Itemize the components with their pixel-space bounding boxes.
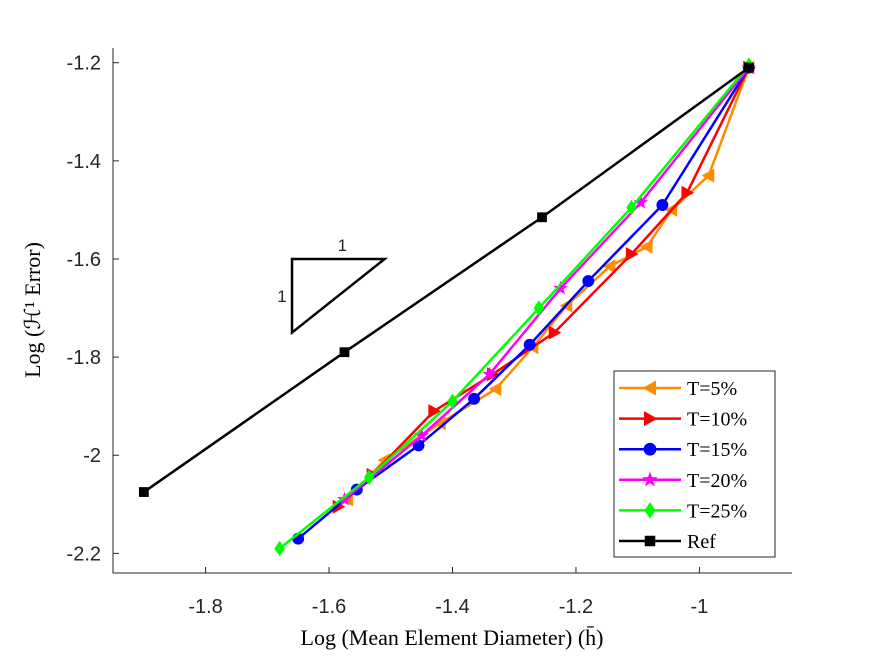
x-tick-label: -1.8 bbox=[188, 596, 222, 618]
slope-run-label: 1 bbox=[338, 236, 347, 255]
legend-label: Ref bbox=[687, 531, 716, 553]
y-tick-label: -1.6 bbox=[67, 249, 101, 271]
x-tick-label: -1 bbox=[691, 596, 709, 618]
y-tick-label: -1.8 bbox=[67, 347, 101, 369]
slope-triangle: 11 bbox=[277, 236, 389, 336]
marker-square bbox=[537, 212, 547, 223]
y-tick-label: -1.4 bbox=[67, 151, 101, 173]
x-tick-label: -1.6 bbox=[312, 596, 346, 618]
legend-item: T=25% bbox=[619, 500, 747, 522]
series-line bbox=[278, 64, 750, 550]
series-t-25- bbox=[274, 57, 755, 557]
marker-circle bbox=[468, 392, 481, 405]
marker-square bbox=[138, 487, 149, 497]
marker-triangle-left bbox=[639, 239, 653, 254]
marker-circle bbox=[412, 439, 425, 452]
marker-triangle-left bbox=[642, 380, 656, 396]
series-line bbox=[143, 66, 750, 494]
legend-item: T=15% bbox=[619, 439, 747, 461]
x-tick-label: -1.4 bbox=[435, 596, 469, 618]
series-ref bbox=[138, 62, 754, 497]
legend-label: T=20% bbox=[687, 470, 747, 492]
y-tick-label: -2.2 bbox=[67, 543, 101, 565]
marker-square bbox=[339, 347, 350, 358]
marker-circle bbox=[643, 442, 657, 456]
x-ticks: -1.8 -1.6 -1.4 -1.2 -1 bbox=[188, 567, 708, 618]
slope-triangle-shape bbox=[290, 257, 389, 336]
legend-item: T=10% bbox=[619, 409, 747, 431]
marker-diamond bbox=[644, 502, 656, 519]
marker-triangle-right bbox=[428, 404, 441, 419]
marker-triangle-right bbox=[681, 185, 695, 200]
y-axis-label: Log (ℋ¹ Error) bbox=[20, 242, 45, 378]
marker-triangle-right bbox=[548, 325, 562, 340]
marker-diamond bbox=[447, 393, 458, 409]
legend-item: Ref bbox=[619, 531, 716, 553]
legend-box bbox=[613, 370, 776, 558]
legend-item: T=20% bbox=[619, 470, 747, 492]
y-ticks: -1.2 -1.4 -1.6 -1.8 -2 -2.2 bbox=[67, 53, 119, 565]
x-axis-label: Log (Mean Element Diameter) (h̄) bbox=[301, 625, 604, 650]
x-tick-label: -1.2 bbox=[559, 596, 593, 618]
series-line bbox=[343, 66, 750, 501]
marker-triangle-right bbox=[644, 411, 658, 427]
marker-star bbox=[633, 194, 649, 209]
marker-circle bbox=[523, 338, 536, 351]
legend-label: T=15% bbox=[687, 439, 747, 461]
legend-label: T=5% bbox=[687, 378, 737, 400]
marker-triangle-right bbox=[625, 247, 639, 262]
marker-star bbox=[553, 280, 568, 295]
legend: T=5% T=10% T=15% T=20% T=25% Ref bbox=[613, 370, 776, 558]
marker-star bbox=[414, 427, 429, 442]
marker-triangle-left bbox=[701, 168, 715, 183]
marker-diamond bbox=[274, 540, 285, 557]
marker-square bbox=[743, 62, 754, 73]
marker-circle bbox=[656, 199, 669, 211]
y-tick-label: -2 bbox=[83, 445, 101, 467]
marker-square bbox=[644, 535, 656, 547]
marker-star bbox=[482, 366, 497, 381]
series-group bbox=[138, 57, 757, 557]
marker-star bbox=[337, 491, 352, 506]
y-tick-label: -1.2 bbox=[67, 53, 101, 75]
marker-circle bbox=[582, 275, 595, 288]
legend-label: T=25% bbox=[687, 500, 747, 522]
marker-diamond bbox=[533, 300, 545, 316]
marker-star bbox=[642, 471, 658, 487]
marker-diamond bbox=[626, 199, 637, 216]
legend-label: T=10% bbox=[687, 409, 747, 431]
marker-triangle-left bbox=[488, 382, 502, 397]
slope-rise-label: 1 bbox=[277, 287, 286, 306]
legend-item: T=5% bbox=[619, 378, 737, 400]
marker-diamond bbox=[363, 469, 375, 486]
marker-triangle-left bbox=[602, 259, 616, 274]
